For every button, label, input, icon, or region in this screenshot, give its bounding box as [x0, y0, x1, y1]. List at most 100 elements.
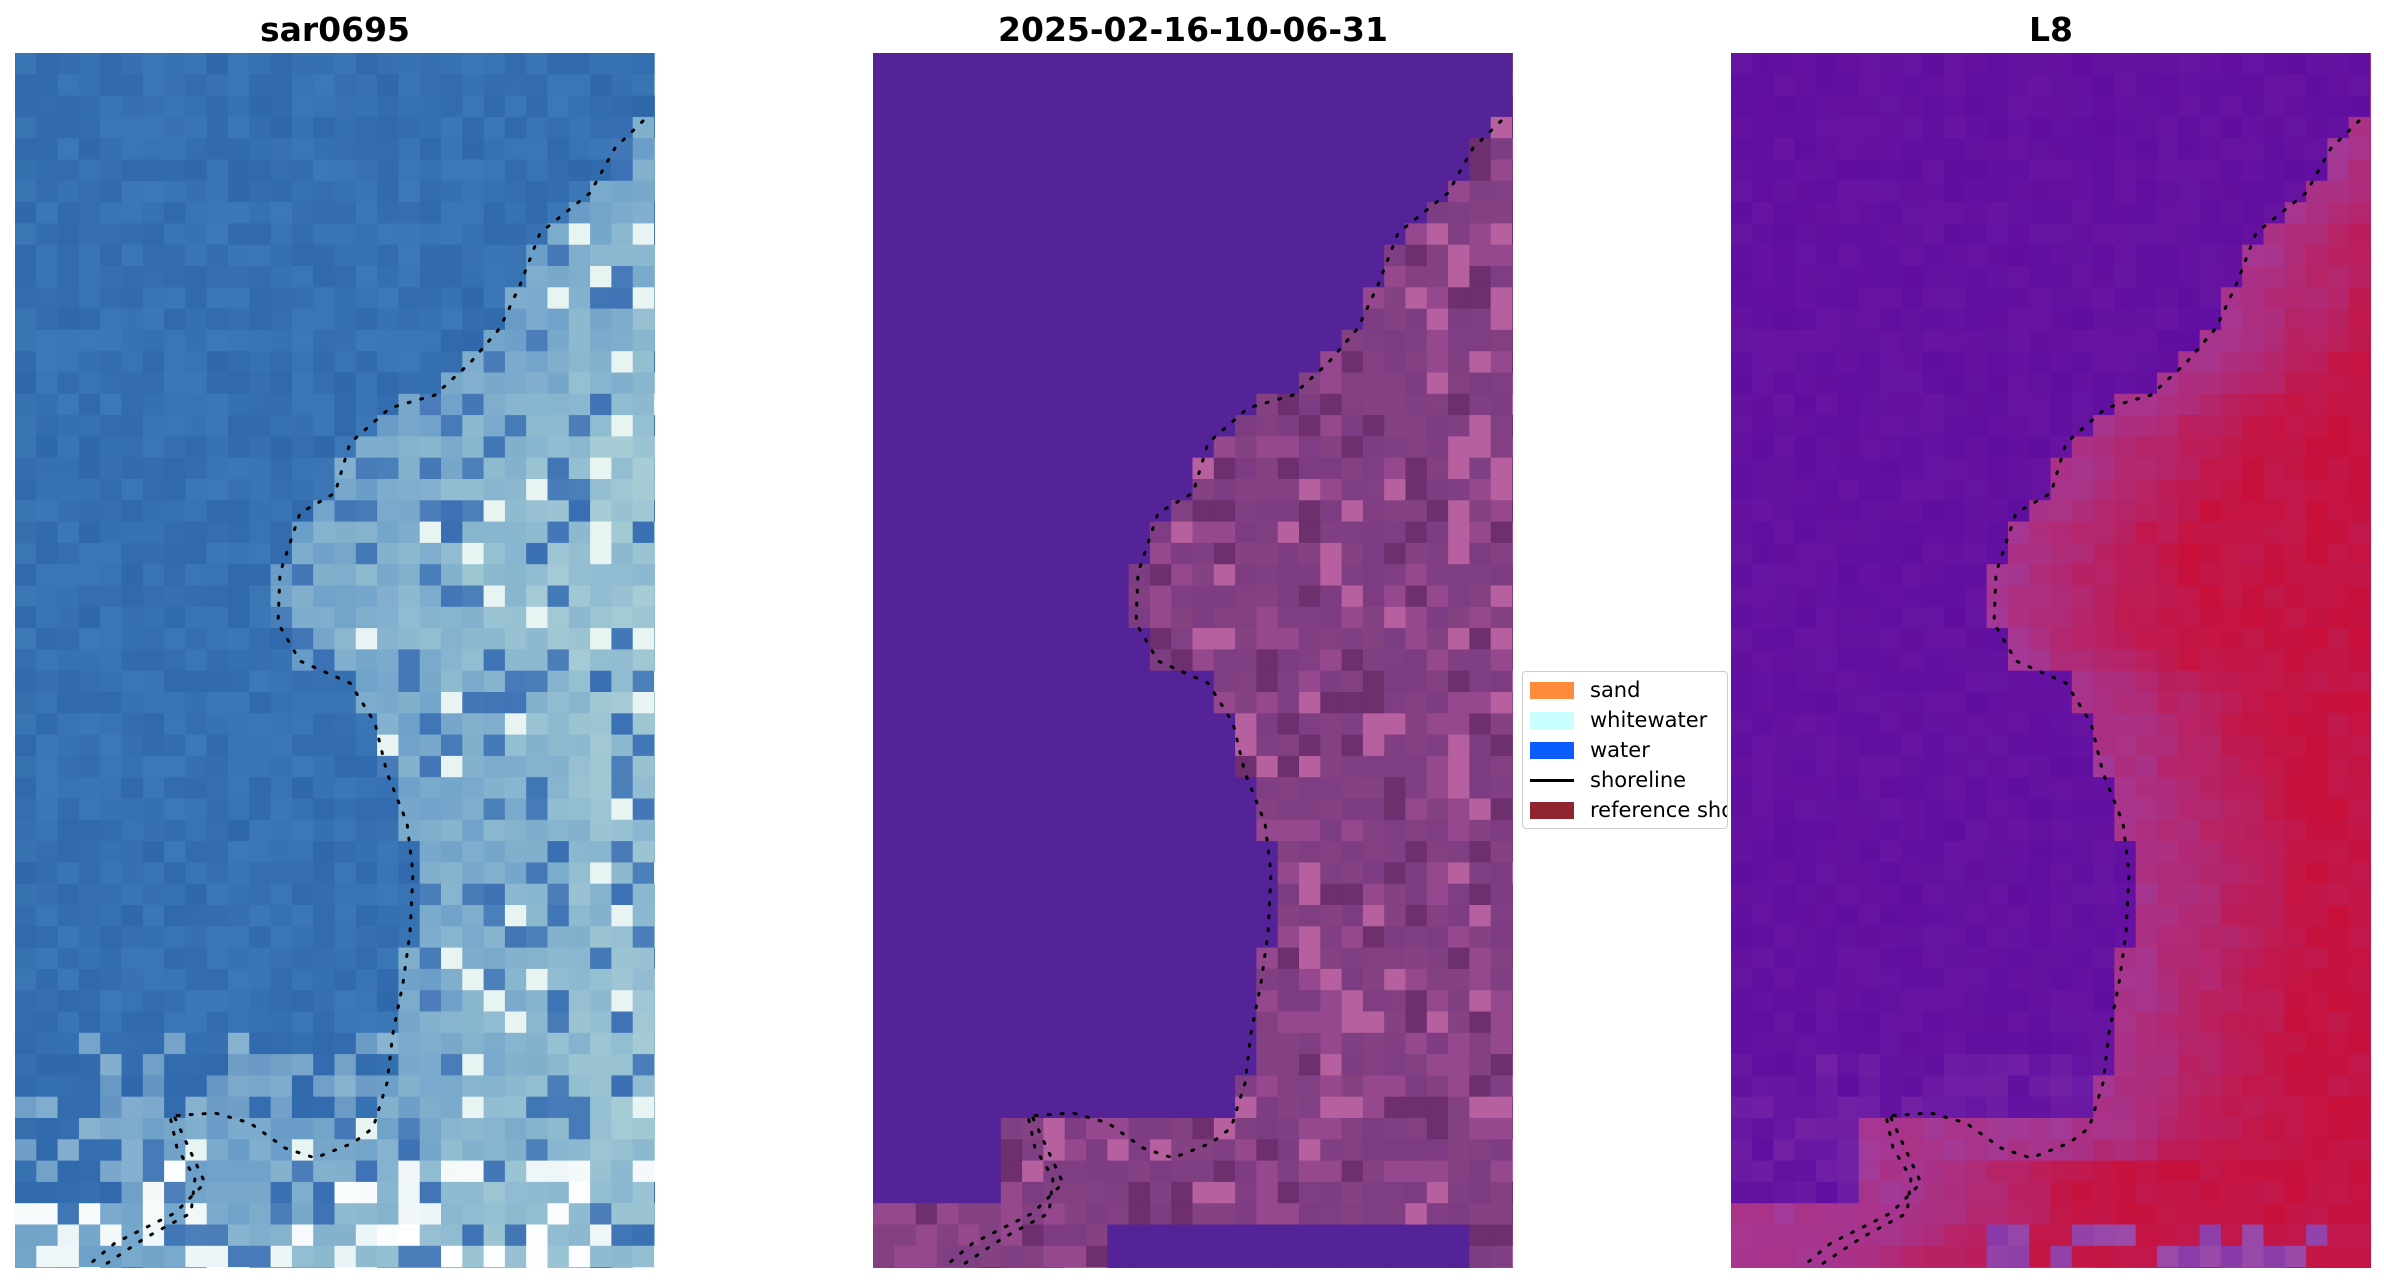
image-pixel — [1043, 606, 1066, 629]
image-pixel — [1362, 329, 1385, 352]
image-pixel — [547, 116, 570, 139]
image-pixel — [1752, 841, 1775, 863]
image-pixel — [1213, 244, 1236, 267]
image-pixel — [568, 116, 591, 139]
image-pixel — [979, 116, 1002, 139]
image-pixel — [979, 1118, 1002, 1140]
image-pixel — [1837, 500, 1860, 523]
image-pixel — [632, 521, 655, 544]
image-pixel — [2050, 755, 2073, 778]
image-pixel — [1901, 606, 1924, 629]
image-pixel — [2157, 329, 2179, 352]
image-pixel — [1043, 95, 1066, 118]
image-pixel — [1043, 1245, 1066, 1268]
image-pixel — [78, 1011, 101, 1034]
image-pixel — [355, 521, 378, 544]
image-pixel — [873, 287, 895, 310]
image-pixel — [1235, 990, 1257, 1013]
image-pixel — [1128, 180, 1151, 203]
image-pixel — [1000, 1224, 1023, 1247]
image-pixel — [1149, 351, 1172, 374]
image-pixel — [547, 606, 570, 629]
image-pixel — [462, 521, 485, 544]
image-pixel — [1490, 1139, 1513, 1162]
image-pixel — [1944, 138, 1966, 161]
image-pixel — [1362, 968, 1385, 991]
image-pixel — [1256, 606, 1279, 629]
image-pixel — [1192, 244, 1215, 267]
image-pixel — [1320, 116, 1343, 139]
image-pixel — [1128, 1096, 1151, 1119]
image-pixel — [526, 393, 549, 416]
image-pixel — [1341, 564, 1364, 587]
image-pixel — [1107, 1224, 1130, 1247]
image-pixel — [1043, 1139, 1066, 1162]
image-pixel — [1426, 1181, 1449, 1204]
image-pixel — [1816, 479, 1839, 501]
image-pixel — [2093, 266, 2115, 288]
image-pixel — [1384, 479, 1407, 501]
image-pixel — [164, 1096, 186, 1119]
image-pixel — [1384, 180, 1407, 203]
image-pixel — [2306, 628, 2328, 650]
image-pixel — [1880, 457, 1902, 480]
image-pixel — [36, 393, 59, 416]
image-pixel — [1731, 734, 1753, 757]
image-pixel — [1320, 692, 1343, 714]
image-pixel — [142, 436, 165, 459]
image-pixel — [1816, 628, 1839, 650]
image-pixel — [894, 415, 917, 437]
image-pixel — [1192, 628, 1215, 650]
image-pixel — [78, 713, 101, 736]
image-pixel — [1512, 713, 1513, 736]
image-pixel — [419, 819, 442, 842]
image-pixel — [1512, 1054, 1513, 1076]
image-pixel — [504, 74, 527, 97]
image-pixel — [2263, 479, 2286, 501]
image-pixel — [441, 415, 463, 437]
image-pixel — [1731, 415, 1753, 437]
image-pixel — [654, 692, 655, 714]
image-pixel — [1490, 74, 1513, 97]
image-pixel — [894, 755, 917, 778]
image-pixel — [915, 947, 938, 970]
image-pixel — [936, 990, 959, 1013]
image-pixel — [313, 479, 336, 501]
image-pixel — [2093, 521, 2115, 544]
image-pixel — [1086, 329, 1108, 352]
image-pixel — [419, 436, 442, 459]
image-pixel — [1341, 968, 1364, 991]
image-pixel — [334, 351, 357, 374]
image-pixel — [121, 436, 144, 459]
image-pixel — [334, 223, 357, 246]
image-pixel — [1107, 755, 1130, 778]
image-pixel — [185, 1075, 208, 1098]
image-pixel — [78, 415, 101, 437]
image-pixel — [979, 159, 1002, 182]
image-pixel — [36, 479, 59, 501]
image-pixel — [1320, 415, 1343, 437]
image-pixel — [1213, 1203, 1236, 1226]
image-pixel — [1816, 53, 1839, 75]
image-pixel — [355, 500, 378, 523]
image-pixel — [228, 479, 250, 501]
image-pixel — [291, 308, 314, 331]
image-pixel — [1341, 521, 1364, 544]
image-pixel — [142, 351, 165, 374]
image-pixel — [2007, 521, 2030, 544]
image-pixel — [654, 1032, 655, 1055]
image-pixel — [873, 159, 895, 182]
image-pixel — [958, 883, 981, 906]
image-pixel — [377, 1032, 399, 1055]
image-pixel — [568, 500, 591, 523]
image-pixel — [632, 457, 655, 480]
image-pixel — [355, 798, 378, 821]
image-pixel — [568, 1118, 591, 1140]
image-pixel — [100, 1224, 123, 1247]
image-pixel — [1043, 74, 1066, 97]
image-pixel — [313, 734, 336, 757]
image-pixel — [1235, 521, 1257, 544]
image-pixel — [2071, 180, 2094, 203]
image-pixel — [398, 479, 421, 501]
image-pixel — [398, 628, 421, 650]
